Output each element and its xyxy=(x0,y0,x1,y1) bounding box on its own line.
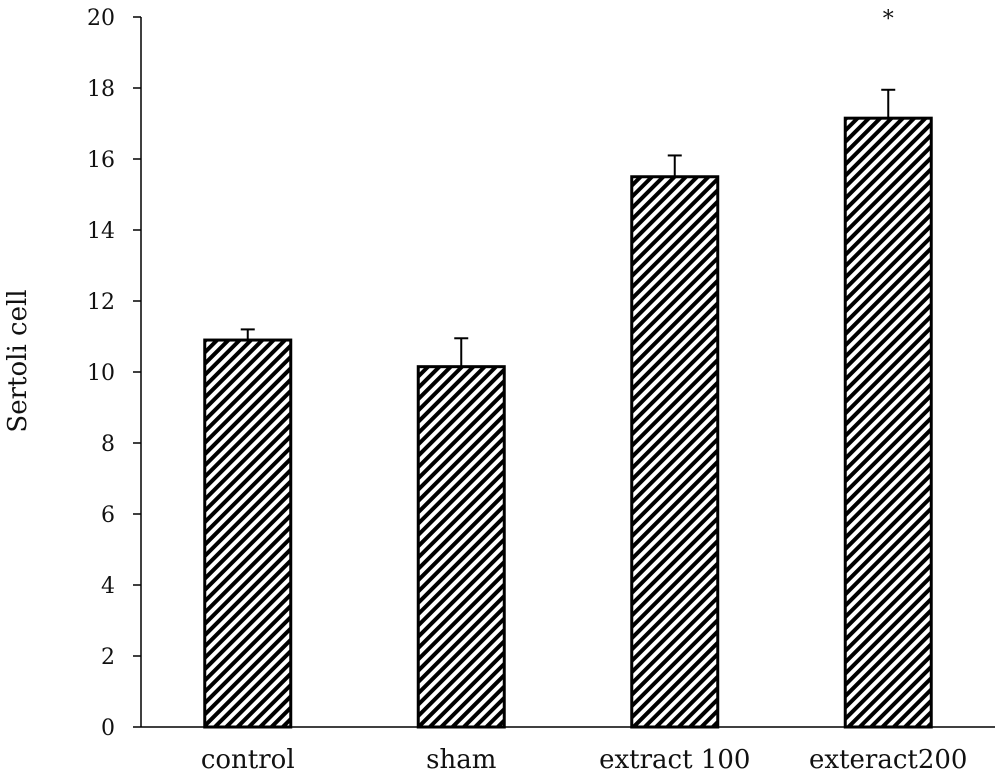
y-tick-label: 14 xyxy=(87,219,115,244)
y-tick-label: 8 xyxy=(101,432,115,457)
y-tick-label: 20 xyxy=(87,6,115,31)
bars: * xyxy=(203,7,933,729)
y-tick-label: 2 xyxy=(101,645,115,670)
x-tick-label: exteract200 xyxy=(809,745,967,775)
x-tick-label: sham xyxy=(426,745,496,775)
bar-sham xyxy=(416,365,506,729)
x-tick-label: control xyxy=(201,745,295,775)
y-tick-label: 18 xyxy=(87,77,115,102)
y-axis-title: Sertoli cell xyxy=(3,289,33,432)
y-tick-label: 16 xyxy=(87,148,115,173)
y-axis: 0 2 4 6 8 10 12 14 16 18 20 xyxy=(87,6,142,741)
bar-exteract200 xyxy=(843,116,933,729)
y-tick-label: 6 xyxy=(101,503,115,528)
bar-control xyxy=(203,338,293,729)
y-tick-label: 12 xyxy=(87,290,115,315)
y-tick-label: 10 xyxy=(87,361,115,386)
x-axis: control sham extract 100 exteract200 xyxy=(141,726,995,775)
y-tick-label: 4 xyxy=(101,574,115,599)
y-tick-label: 0 xyxy=(101,716,115,741)
significance-marker: * xyxy=(883,7,894,32)
bar-extract-100 xyxy=(630,175,720,729)
x-tick-label: extract 100 xyxy=(599,745,750,775)
